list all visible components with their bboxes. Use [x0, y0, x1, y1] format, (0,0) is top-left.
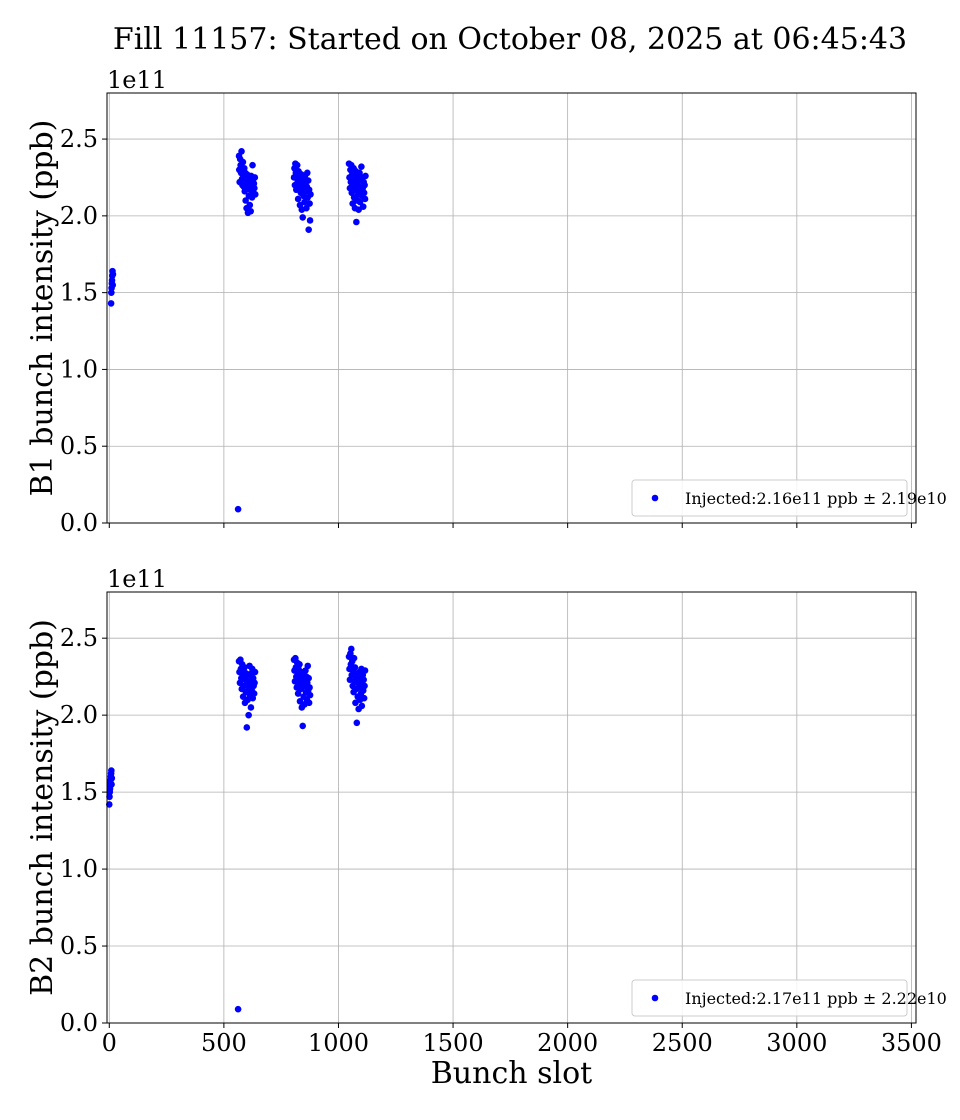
plot2-data-point: [105, 801, 113, 808]
plot1-data-point: [251, 184, 258, 192]
plot2-x-tick-label: 1500: [423, 1029, 484, 1057]
plot2-data-point: [243, 724, 251, 731]
plot2-axes-frame: [106, 591, 917, 1024]
plot1-y-tick-label: 2.5: [60, 125, 98, 153]
plot1-data-point: [304, 177, 312, 184]
plot2-data-point: [358, 702, 366, 710]
plot1-data-point: [249, 161, 256, 169]
plot2-x-tick-label: 3500: [881, 1029, 942, 1057]
plot2-x-tick-label: 1000: [308, 1029, 369, 1057]
plot1-y-tick-label: 0.5: [60, 432, 98, 460]
plot1-data-point: [247, 207, 254, 215]
plot2-data-point: [305, 699, 313, 707]
plot2-legend-label: Injected:2.17e11 ppb ± 2.22e10: [685, 989, 947, 1008]
plot1-offset-text: 1e11: [107, 66, 167, 94]
plot1-data-point: [356, 198, 364, 206]
plot2-x-tick-label: 500: [201, 1029, 247, 1057]
plot2-data-point: [251, 668, 259, 676]
plot1-data-point: [299, 214, 307, 221]
plot2-y-tick-label: 0.5: [60, 932, 98, 960]
plot2-x-axis-label: Bunch slot: [431, 1056, 592, 1091]
plot1-data-point: [361, 181, 368, 189]
plot2-data-point: [350, 654, 358, 662]
plot1-data-point: [293, 161, 301, 169]
plot2-data-point: [234, 1005, 242, 1013]
plot1-data-point: [294, 195, 302, 203]
plot1-data-point: [301, 198, 308, 206]
plot2-data-point: [108, 767, 115, 774]
plot2-y-tick-label: 2.5: [60, 624, 98, 652]
plot1-data-point: [362, 172, 369, 180]
plot1-data-point: [361, 195, 369, 203]
plot2-data-point: [296, 661, 303, 668]
plot2-data-point: [361, 682, 368, 690]
plot2-data-point: [304, 662, 312, 670]
plot2-data-point: [108, 774, 116, 782]
plot1-data-point: [242, 197, 249, 204]
plot1-data-point: [306, 217, 314, 224]
plot1-data-point: [239, 158, 247, 166]
plot1-data-point: [251, 174, 259, 181]
plot1-y-tick-label: 1.0: [60, 355, 98, 383]
plot1-data-point: [306, 200, 313, 207]
plot1-data-point: [238, 148, 245, 155]
plot1-data-point: [360, 189, 368, 197]
plot2-y-axis-label: B2 bunch intensity (ppb): [25, 619, 60, 996]
plot1-y-tick-label: 2.0: [60, 202, 98, 230]
plot2-legend-marker: [651, 994, 659, 1002]
plot1-data-point: [307, 191, 314, 198]
plot1-y-tick-label: 0.0: [60, 509, 98, 537]
plot1-data-point: [303, 204, 310, 212]
plot2-legend-box: [631, 979, 908, 1017]
plot2-x-tick-label: 3000: [766, 1029, 827, 1057]
figure-title: Fill 11157: Started on October 08, 2025 …: [112, 22, 908, 57]
plot1-legend-box: [631, 479, 908, 517]
plot2-data-point: [360, 694, 368, 702]
plot2-y-tick-label: 0.0: [60, 1009, 98, 1037]
plot2-data-point: [351, 664, 359, 671]
plot2-x-tick-label: 2500: [652, 1029, 713, 1057]
plot1-y-tick-label: 1.5: [60, 279, 98, 307]
plot1-data-point: [251, 191, 259, 198]
plot2-data-point: [360, 676, 367, 684]
plot1-data-point: [234, 505, 242, 513]
plot1-data-point: [305, 226, 312, 233]
plot1-data-point: [109, 270, 117, 278]
plot2-data-point: [306, 691, 314, 699]
plot2-y-tick-label: 1.5: [60, 778, 98, 806]
plot2-data-point: [348, 645, 355, 653]
plot1-axes-frame: [106, 92, 917, 524]
plot1-data-point: [246, 201, 254, 209]
plot2-data-point: [353, 719, 361, 727]
plot2-x-tick-label: 0: [102, 1029, 117, 1057]
plot2-data-point: [251, 679, 258, 687]
plot1-data-point: [304, 169, 311, 177]
plot2-data-point: [245, 711, 252, 719]
plot2-data-point: [250, 690, 258, 697]
plot2-data-point: [305, 674, 312, 682]
plot2-y-tick-label: 1.0: [60, 855, 98, 883]
plot1-y-axis-label: B1 bunch intensity (ppb): [25, 120, 60, 497]
plot1-legend-label: Injected:2.16e11 ppb ± 2.19e10: [685, 489, 947, 508]
plot2-data-point: [306, 684, 313, 691]
plot2-data-point: [361, 667, 369, 674]
plot1-data-point: [359, 203, 367, 210]
plot1-data-point: [107, 300, 115, 307]
plot2-data-point: [299, 722, 307, 730]
plot2-data-point: [247, 704, 255, 711]
plot2-x-tick-label: 2000: [537, 1029, 598, 1057]
plot2-data-point: [241, 664, 248, 671]
plot1-data-point: [358, 163, 365, 171]
plot2-offset-text: 1e11: [107, 565, 167, 593]
plot2-y-tick-label: 2.0: [60, 701, 98, 729]
plot2-data-point: [108, 781, 115, 788]
plot1-data-point: [353, 218, 360, 226]
plot1-legend-marker: [651, 494, 659, 502]
plot1-data-point: [109, 281, 117, 289]
